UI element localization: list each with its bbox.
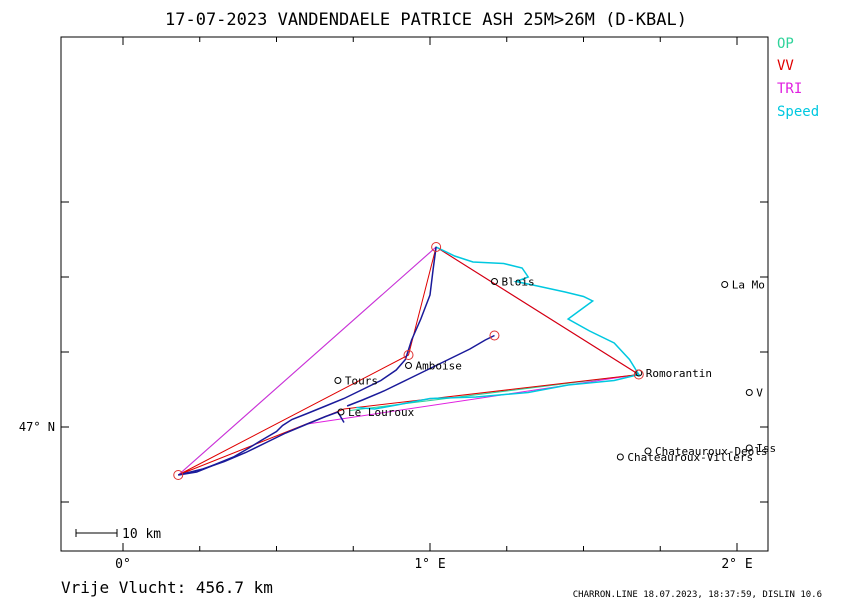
axis-ticks: 0° 1° E 2° E 47° N	[19, 37, 768, 572]
flight-tracks	[178, 246, 640, 476]
speed-track-line	[356, 246, 640, 410]
town-label: La Mo	[732, 279, 765, 292]
town-marker	[337, 408, 345, 416]
distance-label: Vrije Vlucht: 456.7 km	[61, 578, 273, 597]
turnpoint-marker	[173, 470, 184, 480]
town-label: V	[756, 387, 763, 400]
turnpoint-marker	[633, 369, 644, 380]
legend: OP VV TRI Speed	[777, 36, 819, 120]
turnpoint-marker	[489, 330, 500, 341]
scale-bar: 10 km	[75, 527, 161, 542]
town-label: Le Louroux	[348, 406, 415, 419]
turnpoint-marker	[431, 242, 442, 252]
town-marker	[721, 281, 729, 288]
town-label: Iss	[756, 442, 776, 455]
map-frame	[60, 36, 769, 552]
credit-label: CHARRON.LINE 18.07.2023, 18:37:59, DISLI…	[573, 590, 822, 600]
town-markers: Blois La Mo Amboise Tours Romorantin V Le Lour…	[334, 276, 776, 464]
town-marker	[745, 389, 753, 396]
legend-speed: Speed	[777, 104, 819, 120]
town-marker	[405, 362, 413, 369]
town-marker	[745, 444, 753, 452]
town-marker	[644, 447, 652, 455]
y-tick-label: 47° N	[19, 420, 55, 434]
turnpoint-marker	[403, 350, 414, 360]
scale-bar-label: 10 km	[122, 527, 161, 542]
page-title: 17-07-2023 VANDENDAELE PATRICE ASH 25M>2…	[165, 10, 687, 30]
town-label: Romorantin	[646, 367, 712, 380]
legend-vv: VV	[777, 58, 794, 74]
x-tick-label: 2° E	[721, 557, 752, 572]
flight-track-line	[178, 411, 345, 476]
town-marker	[490, 278, 498, 285]
flight-track-line	[178, 246, 437, 476]
x-tick-label: 0°	[115, 557, 131, 572]
town-label: Chateauroux-Villers	[627, 451, 753, 464]
x-tick-label: 1° E	[414, 557, 445, 572]
town-label: Blois	[501, 276, 534, 289]
town-marker	[334, 377, 342, 384]
flight-track-line	[346, 334, 495, 407]
town-label: Tours	[345, 375, 378, 388]
turnpoint-markers	[173, 242, 644, 480]
town-label: Amboise	[416, 360, 462, 373]
legend-op: OP	[777, 36, 794, 52]
town-marker	[616, 453, 624, 461]
legend-tri: TRI	[777, 81, 802, 97]
town-label: Chateauroux-Deols	[655, 445, 768, 458]
